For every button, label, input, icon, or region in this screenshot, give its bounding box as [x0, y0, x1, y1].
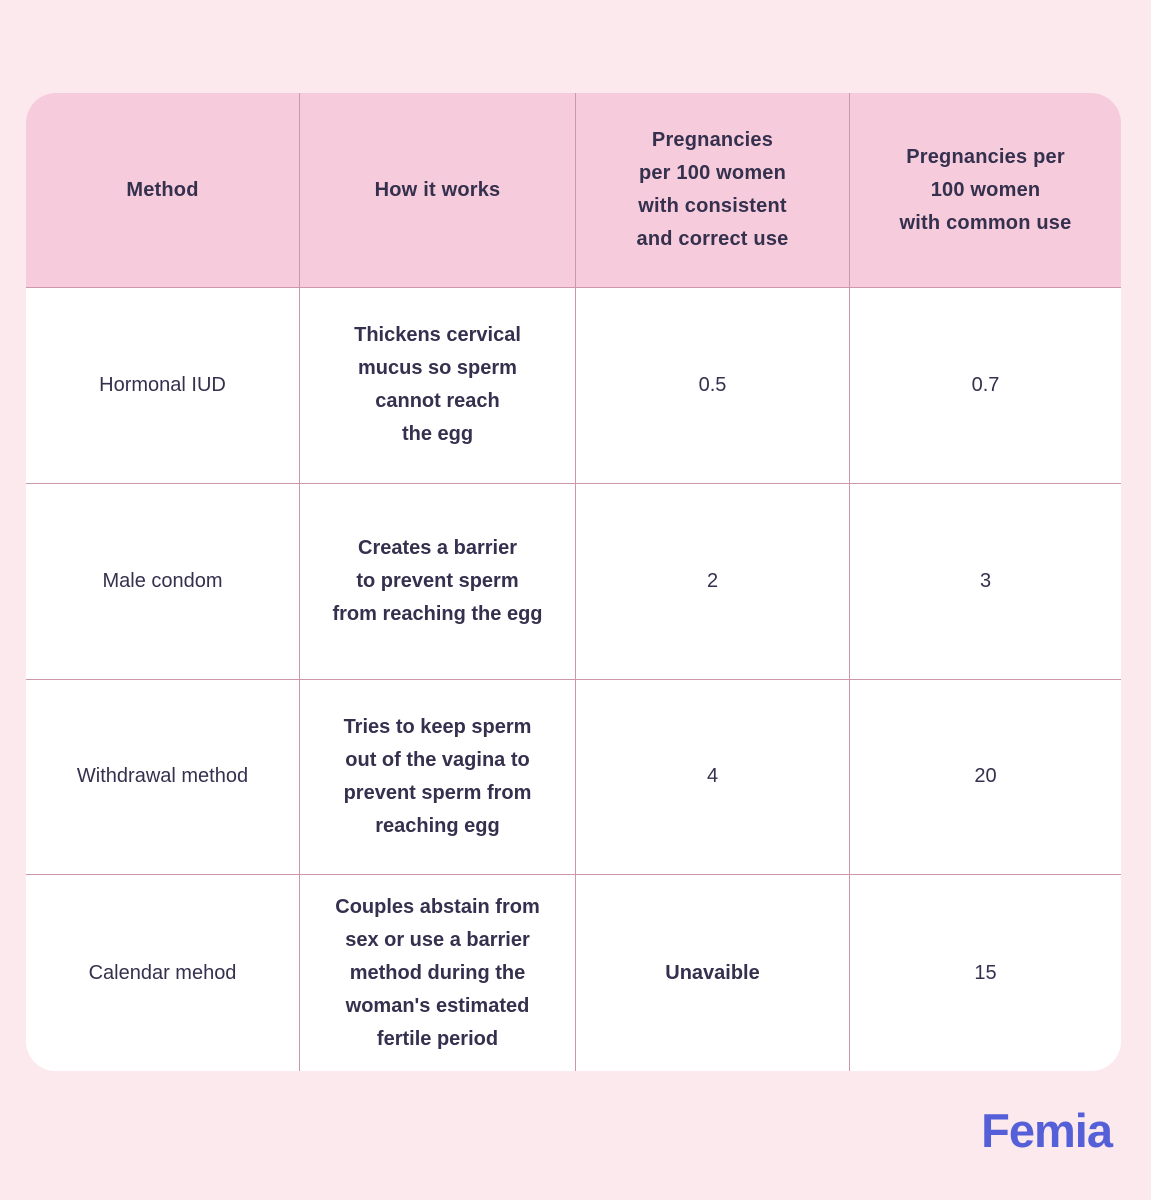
consistent-value-cell: Unavaible	[576, 875, 850, 1071]
common-value-cell: 20	[850, 679, 1121, 876]
method-cell: Calendar mehod	[26, 875, 300, 1071]
consistent-value-cell: 4	[576, 679, 850, 876]
header-how-it-works: How it works	[300, 93, 576, 288]
how-it-works-cell: Tries to keep sperm out of the vagina to…	[300, 679, 576, 876]
header-consistent-use: Pregnancies per 100 women with consisten…	[576, 93, 850, 288]
header-method: Method	[26, 93, 300, 288]
how-it-works-cell: Creates a barrier to prevent sperm from …	[300, 483, 576, 680]
how-it-works-cell: Couples abstain from sex or use a barrie…	[300, 875, 576, 1071]
how-it-works-cell: Thickens cervical mucus so sperm cannot …	[300, 288, 576, 484]
method-cell: Hormonal IUD	[26, 288, 300, 484]
contraception-effectiveness-table: Method How it works Pregnancies per 100 …	[26, 93, 1121, 1071]
common-value-cell: 15	[850, 875, 1121, 1071]
header-common-use: Pregnancies per 100 women with common us…	[850, 93, 1121, 288]
common-value-cell: 3	[850, 483, 1121, 680]
consistent-value-cell: 2	[576, 483, 850, 680]
femia-logo: Femia	[981, 1104, 1113, 1157]
method-cell: Male condom	[26, 483, 300, 680]
common-value-cell: 0.7	[850, 288, 1121, 484]
consistent-value-cell: 0.5	[576, 288, 850, 484]
method-cell: Withdrawal method	[26, 679, 300, 876]
